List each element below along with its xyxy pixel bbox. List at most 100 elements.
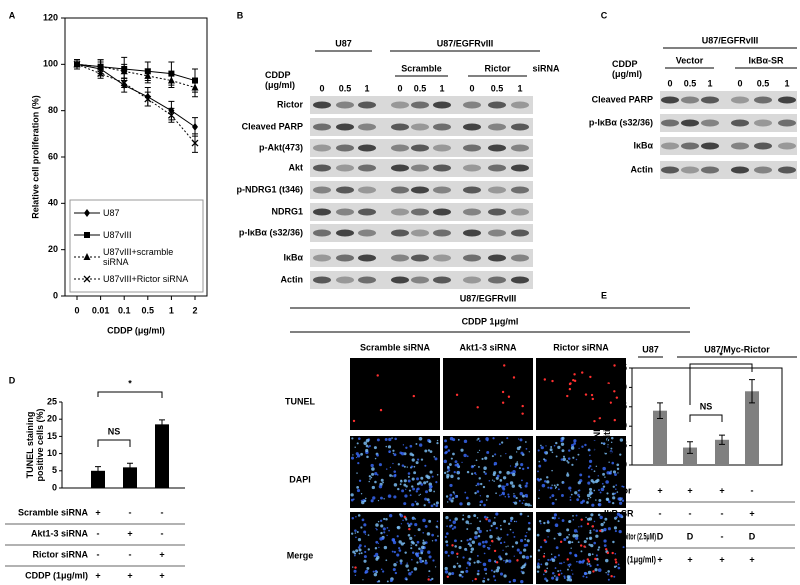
nucleus [365, 448, 369, 453]
blot-row-label: p-IκBα (s32/36) [589, 117, 653, 127]
nucleus [606, 445, 609, 448]
nucleus [617, 497, 621, 501]
nucleus [350, 456, 355, 460]
nucleus [555, 498, 557, 501]
blot-band [731, 142, 749, 150]
y-tick-label: 60 [48, 151, 58, 161]
nucleus [372, 496, 376, 500]
blot-band [411, 164, 429, 172]
blot-band [488, 164, 506, 172]
nucleus [357, 514, 361, 517]
nucleus [436, 442, 439, 445]
nucleus [575, 458, 578, 461]
nucleus [351, 437, 354, 440]
nucleus [396, 535, 399, 538]
nucleus [482, 562, 487, 567]
point-marker [192, 122, 198, 131]
tunel-spot [542, 555, 546, 558]
nucleus [621, 485, 624, 488]
nucleus [392, 540, 397, 545]
nucleus [352, 454, 354, 456]
nucleus [356, 472, 358, 474]
nucleus [357, 462, 360, 465]
nucleus [570, 446, 575, 450]
nucleus [399, 451, 403, 455]
nucleus [363, 555, 367, 559]
nucleus [526, 539, 530, 543]
nucleus [445, 515, 449, 520]
nucleus [555, 455, 558, 458]
nucleus [608, 461, 610, 463]
nucleus [488, 480, 491, 482]
nucleus [450, 474, 454, 479]
nucleus [477, 451, 479, 454]
nucleus [600, 487, 605, 492]
tunel-spot [544, 569, 547, 572]
nucleus [447, 554, 450, 557]
nucleus [546, 480, 550, 484]
nucleus [353, 569, 357, 573]
nucleus [587, 497, 590, 500]
table-cell: - [97, 528, 100, 538]
nucleus [376, 438, 380, 442]
y-tick-label: 0 [52, 482, 57, 492]
dose-label: 0 [397, 83, 402, 93]
nucleus [607, 578, 610, 581]
cddp-label: CDDP (μg/ml) [265, 70, 296, 90]
nucleus [551, 451, 554, 454]
tunel-spot [568, 387, 572, 391]
nucleus [350, 493, 354, 497]
nucleus [486, 450, 490, 454]
nucleus [400, 523, 403, 525]
nucleus [445, 450, 448, 454]
nucleus [422, 518, 426, 523]
nucleus [416, 561, 419, 564]
tunel-spot [589, 375, 592, 379]
nucleus [403, 502, 407, 506]
y-tick-label: 10 [47, 448, 57, 458]
nucleus [558, 517, 560, 519]
nucleus [445, 495, 449, 498]
nucleus [405, 488, 407, 491]
tunel-spot [354, 566, 357, 569]
table-cell: + [95, 507, 100, 517]
nucleus [379, 519, 383, 522]
nucleus [586, 501, 589, 504]
nucleus [434, 566, 437, 568]
nucleus [485, 572, 487, 575]
nucleus [417, 528, 421, 532]
point-marker [167, 76, 175, 84]
y-tick-label: 20 [47, 414, 57, 424]
nucleus [364, 545, 367, 548]
nucleus [483, 577, 486, 580]
nucleus [515, 520, 518, 523]
nucleus [483, 552, 486, 555]
nucleus [569, 496, 572, 498]
nucleus [544, 577, 547, 581]
blot-band [336, 101, 354, 109]
nucleus [567, 540, 572, 544]
nucleus [377, 542, 380, 544]
nucleus [525, 555, 530, 560]
nucleus [495, 476, 499, 480]
nucleus [605, 558, 609, 563]
nucleus [523, 499, 525, 502]
nucleus [352, 498, 355, 501]
nucleus [589, 496, 592, 499]
nucleus [598, 546, 601, 549]
nucleus [523, 548, 527, 552]
blot-band [488, 101, 506, 109]
blot-row-label: Rictor [277, 99, 304, 109]
blot-band [336, 123, 354, 131]
legend-box [69, 199, 204, 293]
blot-band [433, 164, 451, 172]
series-line [76, 63, 196, 128]
nucleus [566, 568, 569, 571]
nucleus [540, 444, 542, 447]
nucleus [551, 516, 554, 520]
nucleus [477, 569, 480, 573]
nucleus [584, 443, 587, 447]
nucleus [566, 528, 570, 532]
nucleus [516, 461, 519, 463]
